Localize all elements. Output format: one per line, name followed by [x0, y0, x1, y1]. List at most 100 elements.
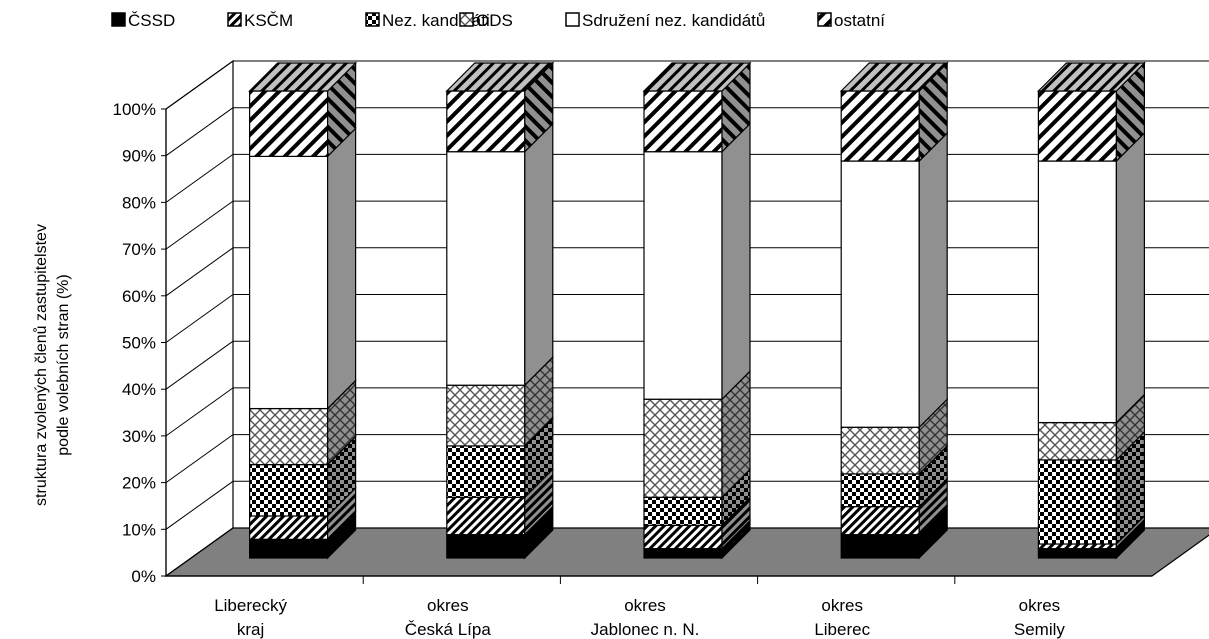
- axes: 0% 10% 20% 30% 40% 50% 60% 70% 80% 90% 100% Liberec…: [32, 100, 1152, 639]
- x-tick-label: Česká Lípa: [405, 620, 492, 639]
- legend-label: ČSSD: [128, 11, 175, 30]
- gridline-left-wall: [165, 247, 234, 297]
- y-axis-title-line: podle volebních stran (%): [55, 274, 72, 455]
- bar-segment-3: [446, 384, 526, 447]
- y-tick-label: 0%: [131, 567, 156, 586]
- gridline-left-wall: [165, 153, 234, 203]
- gridline-left-wall: [165, 294, 234, 343]
- legend-item: ODS: [459, 11, 513, 30]
- legend-swatch: [111, 12, 126, 27]
- bar-segment-0: [840, 534, 920, 559]
- bar-top: [445, 62, 555, 92]
- gridline-left-wall: [165, 527, 234, 577]
- bar-segment-3: [643, 398, 723, 498]
- bar-segment-0: [1037, 548, 1118, 559]
- legend-swatch: [365, 12, 380, 27]
- bar-segment-1: [446, 496, 526, 536]
- y-tick-label: 40%: [122, 380, 156, 399]
- bar-segment-1: [249, 515, 329, 540]
- bar-segment-5: [1037, 90, 1118, 162]
- x-tick-label: okres: [427, 596, 469, 615]
- bar-segment-3: [840, 426, 920, 475]
- legend-swatch: [459, 12, 474, 27]
- x-tick-label: Jablonec n. N.: [591, 620, 700, 639]
- bar-segment-2: [840, 473, 920, 508]
- legend-label: KSČM: [244, 11, 293, 30]
- bar-segment-4: [446, 151, 526, 386]
- bar-segment-2: [249, 464, 329, 517]
- x-tick-label: okres: [821, 596, 863, 615]
- x-tick-label: Semily: [1014, 620, 1066, 639]
- y-tick-label: 10%: [122, 520, 156, 539]
- y-axis-title: struktura zvolených členů zastupitelstev…: [32, 224, 72, 506]
- bar-stack: [445, 61, 555, 560]
- legend-item: ČSSD: [111, 11, 175, 30]
- bar-segment-5: [446, 90, 526, 153]
- bar-segment-0: [643, 548, 723, 559]
- legend-label: Sdružení nez. kandidátů: [582, 11, 765, 30]
- y-tick-label: 70%: [122, 240, 156, 259]
- x-tick-label: okres: [624, 596, 666, 615]
- bar-segment-2: [643, 496, 723, 526]
- bars: [248, 61, 1146, 560]
- bar-segment-side-4: [1115, 131, 1146, 425]
- y-tick-label: 30%: [122, 427, 156, 446]
- legend-label: ostatní: [834, 11, 885, 30]
- bar-segment-side-4: [327, 126, 357, 411]
- gridline-left-wall: [165, 60, 234, 110]
- bar-segment-3: [249, 407, 329, 466]
- bar-segment-5: [249, 90, 329, 157]
- bar-segment-2: [446, 445, 526, 498]
- bar-segment-1: [1037, 543, 1118, 550]
- bar-top: [839, 62, 949, 92]
- legend-swatch: [817, 12, 832, 27]
- y-tick-label: 80%: [122, 193, 156, 212]
- bar-stack: [839, 61, 949, 560]
- bar-segment-2: [1037, 459, 1118, 545]
- bar-segment-side-4: [524, 122, 554, 387]
- y-tick-label: 100%: [113, 100, 156, 119]
- x-tick-label: Liberecký: [214, 596, 287, 615]
- bar-segment-4: [643, 151, 723, 400]
- bar-segment-4: [249, 155, 329, 410]
- legend-swatch: [565, 12, 580, 27]
- legend-swatch: [227, 12, 242, 27]
- bar-top: [642, 62, 752, 92]
- x-tick-label: kraj: [237, 620, 264, 639]
- bar-segment-4: [1037, 160, 1118, 424]
- bar-stack: [1036, 61, 1146, 560]
- gridline-left-wall: [165, 107, 234, 157]
- y-axis-title-line: struktura zvolených členů zastupitelstev: [32, 224, 50, 506]
- bar-segment-5: [643, 90, 723, 153]
- y-tick-label: 90%: [122, 147, 156, 166]
- x-tick-label: Liberec: [814, 620, 870, 639]
- gridline-left-wall: [165, 480, 234, 530]
- gridline-left-wall: [165, 340, 234, 390]
- y-tick-label: 60%: [122, 287, 156, 306]
- bar-segment-4: [840, 160, 920, 428]
- y-tick-label: 50%: [122, 334, 156, 353]
- bar-top: [1036, 62, 1146, 92]
- bar-stack: [642, 61, 752, 560]
- x-tick-label: okres: [1019, 596, 1061, 615]
- gridline-left-wall: [165, 434, 234, 484]
- bar-segment-3: [1037, 421, 1118, 461]
- legend-label: ODS: [476, 11, 513, 30]
- bar-segment-1: [643, 524, 723, 550]
- legend-item: ostatní: [817, 11, 885, 30]
- legend-item: KSČM: [227, 11, 293, 30]
- bar-stack: [248, 61, 358, 560]
- bar-segment-side-4: [918, 131, 948, 429]
- gridline-left-wall: [165, 200, 234, 250]
- bar-segment-0: [446, 534, 526, 559]
- bar-segment-5: [840, 90, 920, 162]
- bar-segment-side-4: [721, 122, 751, 401]
- y-tick-label: 20%: [122, 474, 156, 493]
- gridline-left-wall: [165, 387, 234, 437]
- bar-segment-1: [840, 506, 920, 536]
- legend-item: Sdružení nez. kandidátů: [565, 11, 765, 30]
- bar-top: [248, 62, 358, 92]
